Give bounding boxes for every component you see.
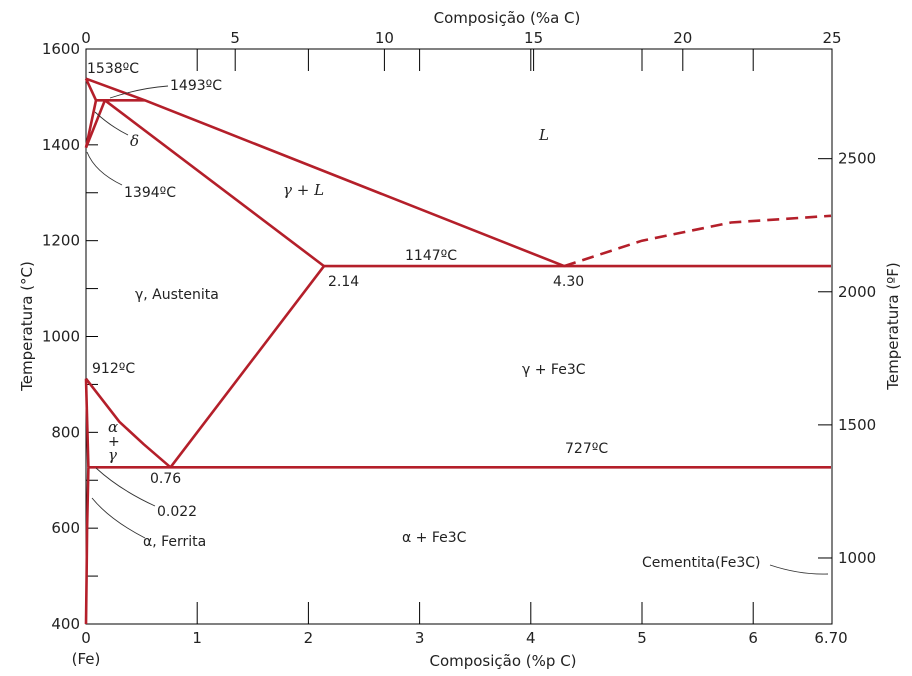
x2-tick-label-1: 5: [230, 29, 240, 47]
phase-boundary-3: [84, 99, 145, 148]
y-tick-label-5: 1400: [42, 136, 80, 154]
x-tick-label-7: 6.70: [814, 629, 847, 647]
x-tick-label-6: 6: [748, 629, 758, 647]
annotation-gamma-liquid: γ + L: [283, 181, 324, 199]
annotation-gamma-small: γ: [108, 446, 117, 464]
leader-cementite: [769, 564, 829, 575]
phase-boundary-2: [84, 78, 98, 101]
annotation-1538: 1538ºC: [87, 61, 139, 77]
leader-0022: [95, 467, 156, 507]
x-tick-label-3: 3: [415, 629, 425, 647]
grid-layer: [86, 49, 832, 624]
x2-axis-title: Composição (%a C): [434, 9, 581, 27]
y-tick-label-1: 600: [51, 519, 80, 537]
leader-ferrite: [91, 497, 146, 539]
annotation-1147: 1147ºC: [405, 248, 457, 264]
y2-tick-label-2: 2000: [838, 283, 876, 301]
annotation-912: 912ºC: [92, 361, 135, 377]
phase-boundary-5: [104, 99, 325, 268]
x2-tick-label-5: 25: [822, 29, 841, 47]
phase-boundary-1: [563, 214, 832, 268]
y2-tick-label-3: 2500: [838, 150, 876, 168]
x2-tick-label-0: 0: [81, 29, 91, 47]
x-tick-label-4: 4: [526, 629, 536, 647]
annotation-1394: 1394ºC: [124, 185, 176, 201]
annotation-0-76: 0.76: [150, 471, 181, 487]
x-tick-label-1: 1: [192, 629, 202, 647]
annotation-1493: 1493ºC: [170, 78, 222, 94]
phase-boundary-9: [84, 378, 90, 468]
annotation-liquid: L: [538, 126, 549, 144]
y-tick-label-0: 400: [51, 615, 80, 633]
x-tick-label-0: 0: [81, 629, 91, 647]
x-origin-note: (Fe): [72, 650, 101, 668]
leader-lines: [86, 85, 829, 575]
x-axis-title: Composição (%p C): [429, 652, 576, 670]
phase-boundary-8: [84, 377, 172, 469]
plot-frame: [85, 48, 833, 625]
y-tick-label-4: 1200: [42, 232, 80, 250]
x-tick-label-5: 5: [637, 629, 647, 647]
annotation-plus: +: [108, 434, 120, 450]
y2-tick-label-1: 1500: [838, 416, 876, 434]
y-tick-label-6: 1600: [42, 40, 80, 58]
annotation-alpha-small: α: [108, 418, 118, 436]
annotation-0-022: 0.022: [157, 504, 197, 520]
x2-tick-label-2: 10: [375, 29, 394, 47]
annotation-austenite: γ, Austenita: [135, 287, 219, 303]
annotation-cementite: Cementita(Fe3C): [642, 555, 760, 571]
leader-1493: [109, 85, 169, 99]
y-tick-label-3: 1000: [42, 328, 80, 346]
labels-layer: Composição (%p C) Composição (%a C) Temp…: [18, 9, 902, 670]
annotation-2-14: 2.14: [328, 274, 359, 290]
phase-boundary-0: [85, 77, 565, 268]
y2-axis-title: Temperatura (ºF): [884, 262, 902, 390]
ticks-layer: 0 1 2 3 4 5 6 6.70 0 5 10 15 20 25 400 600 800 1000 1200 14…: [42, 29, 876, 647]
annotation-gamma-fe3c: γ + Fe3C: [522, 362, 586, 378]
annotation-ferrite: α, Ferrita: [143, 534, 206, 550]
x2-tick-label-3: 15: [524, 29, 543, 47]
y-tick-label-2: 800: [51, 423, 80, 441]
phase-boundary-7: [169, 265, 326, 469]
leader-delta: [94, 111, 129, 136]
phase-boundary-11: [84, 467, 90, 625]
annotation-727: 727ºC: [565, 441, 608, 457]
phase-boundary-4: [84, 99, 107, 149]
annotation-delta: δ: [130, 132, 139, 150]
y-axis-title: Temperatura (°C): [18, 261, 36, 392]
x2-tick-label-4: 20: [673, 29, 692, 47]
y2-tick-label-0: 1000: [838, 549, 876, 567]
leader-1394: [86, 151, 123, 186]
x-tick-label-2: 2: [304, 629, 314, 647]
annotation-alpha-fe3c: α + Fe3C: [402, 530, 467, 546]
curves-layer: [84, 77, 832, 625]
annotation-4-30: 4.30: [553, 274, 584, 290]
